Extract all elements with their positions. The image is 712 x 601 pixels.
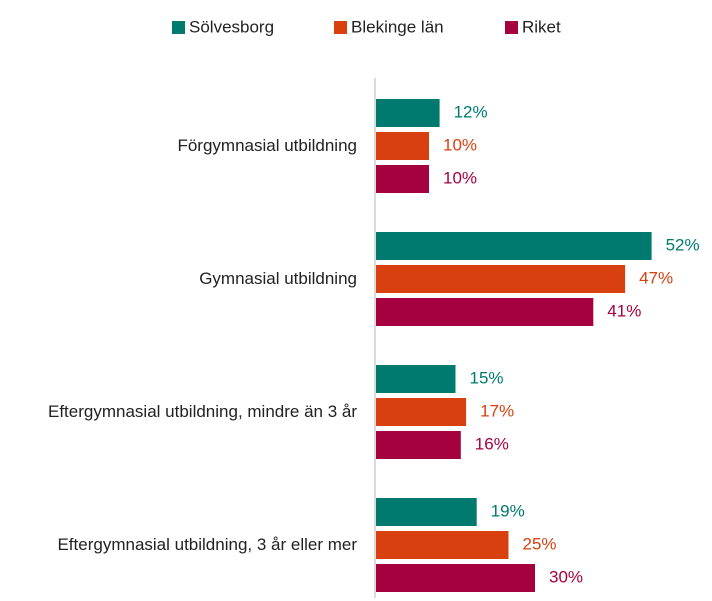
value-label: 52% [666,235,700,254]
category-label: Eftergymnasial utbildning, mindre än 3 å… [48,402,357,421]
value-label: 12% [454,102,488,121]
value-label: 17% [480,401,514,420]
bar [376,365,456,393]
bar [376,498,477,526]
bar [376,165,429,193]
legend-swatch [334,21,347,34]
legend-label: Riket [522,17,561,36]
legend-label: Blekinge län [351,17,444,36]
value-label: 30% [549,567,583,586]
category-label-box: Eftergymnasial utbildning, mindre än 3 å… [7,362,357,462]
bar [376,398,467,426]
legend-swatch [505,21,518,34]
value-label: 10% [443,168,477,187]
legend-label: Sölvesborg [189,17,274,36]
bar [376,132,429,160]
value-label: 25% [523,534,557,553]
value-label: 19% [491,501,525,520]
category-label: Eftergymnasial utbildning, 3 år eller me… [57,535,357,554]
bar [376,265,626,293]
category-label: Förgymnasial utbildning [177,136,357,155]
category-label-box: Gymnasial utbildning [7,229,357,329]
bar [376,99,440,127]
bar [376,531,509,559]
value-label: 16% [475,434,509,453]
bar [376,564,535,592]
bar [376,431,461,459]
category-label-box: Eftergymnasial utbildning, 3 år eller me… [7,495,357,595]
value-label: 47% [639,268,673,287]
category-label-box: Förgymnasial utbildning [7,96,357,196]
category-label: Gymnasial utbildning [199,269,357,288]
value-label: 10% [443,135,477,154]
bar [376,298,594,326]
bar [376,232,652,260]
legend-swatch [172,21,185,34]
value-label: 41% [607,301,641,320]
value-label: 15% [470,368,504,387]
